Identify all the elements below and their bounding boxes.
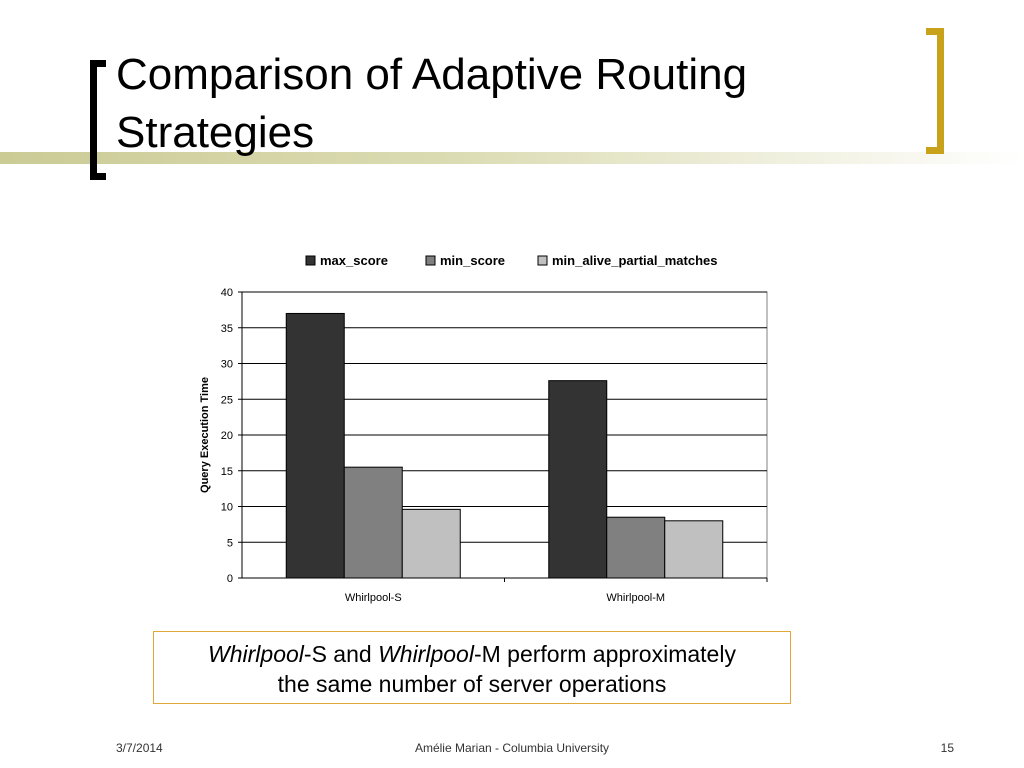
slide-title-line2: Strategies bbox=[116, 108, 315, 157]
y-tick-label: 15 bbox=[221, 466, 233, 478]
y-axis-label: Query Execution Time bbox=[199, 377, 211, 493]
slide-title-line1: Comparison of Adaptive Routing bbox=[116, 50, 748, 99]
slide-title: Comparison of Adaptive Routing Strategie… bbox=[116, 46, 896, 162]
y-tick-label: 10 bbox=[221, 502, 233, 514]
callout-text-3: the same number of server operations bbox=[277, 671, 667, 697]
callout-italic-2: Whirlpool bbox=[378, 641, 474, 667]
legend-label-min_alive_partial_matches: min_alive_partial_matches bbox=[552, 253, 717, 268]
y-tick-label: 30 bbox=[221, 359, 233, 371]
y-tick-label: 35 bbox=[221, 323, 233, 335]
bar-min_alive_partial_matches-Whirlpool-M bbox=[664, 520, 724, 579]
legend-label-min_score: min_score bbox=[440, 253, 505, 268]
title-underline-band bbox=[0, 152, 1024, 164]
bar-min_score-Whirlpool-S bbox=[343, 466, 403, 579]
x-tick-label: Whirlpool-S bbox=[345, 592, 402, 604]
x-tick-label: Whirlpool-M bbox=[606, 592, 665, 604]
bar-max_score-Whirlpool-M bbox=[548, 380, 608, 579]
legend-swatch-min_score bbox=[425, 255, 436, 266]
bar-min_score-Whirlpool-M bbox=[606, 516, 666, 579]
left-bracket-decoration bbox=[90, 60, 106, 180]
callout-italic-1: Whirlpool bbox=[208, 641, 304, 667]
right-bracket-decoration bbox=[926, 28, 944, 154]
legend-swatch-max_score bbox=[305, 255, 316, 266]
callout-text-1: -S and bbox=[303, 641, 379, 667]
y-tick-label: 25 bbox=[221, 394, 233, 406]
callout-text-2: -M perform approximately bbox=[473, 641, 736, 667]
footer-date: 3/7/2014 bbox=[116, 741, 163, 755]
bar-chart: 0 5 10 15 20 25 30 35 40 Whirlpool-S Whirlpool-M Qu… bbox=[199, 253, 768, 604]
y-tick-label: 40 bbox=[221, 287, 233, 299]
y-tick-label: 0 bbox=[227, 573, 233, 585]
callout-box: Whirlpool-S and Whirlpool-M perform appr… bbox=[153, 631, 791, 704]
bar-max_score-Whirlpool-S bbox=[285, 312, 345, 579]
y-tick-label: 5 bbox=[227, 537, 233, 549]
legend-swatch-min_alive_partial_matches bbox=[537, 255, 548, 266]
legend-label-max_score: max_score bbox=[320, 253, 388, 268]
footer-author: Amélie Marian - Columbia University bbox=[414, 741, 610, 755]
y-tick-label: 20 bbox=[221, 430, 233, 442]
bar-min_alive_partial_matches-Whirlpool-S bbox=[401, 508, 461, 579]
footer-page-number: 15 bbox=[940, 741, 954, 755]
